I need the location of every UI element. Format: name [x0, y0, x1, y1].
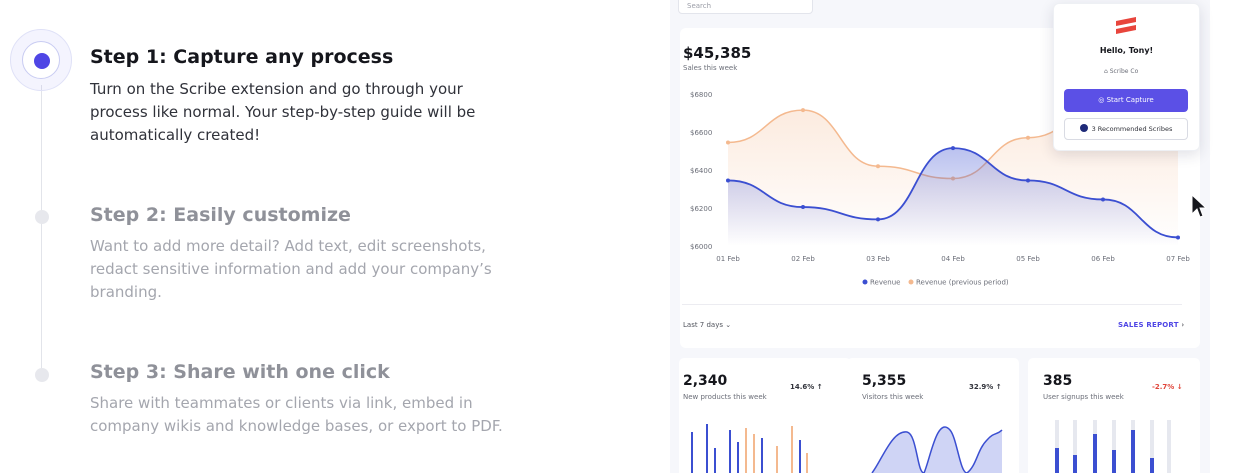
stat-change: 14.6% ↑ [790, 383, 823, 391]
stat-change: -2.7% ↓ [1152, 383, 1183, 391]
data-point [801, 108, 805, 113]
step-1-description: Turn on the Scribe extension and go thro… [90, 80, 476, 144]
x-tick-label: 04 Feb [941, 255, 965, 263]
legend-marker [862, 279, 868, 285]
x-tick-label: 06 Feb [1091, 255, 1115, 263]
x-tick-label: 02 Feb [791, 255, 815, 263]
x-tick-label: 05 Feb [1016, 255, 1040, 263]
legend-marker [908, 279, 914, 285]
step-3-title: Step 3: Share with one click [90, 361, 390, 383]
home-icon: ⌂ [1104, 68, 1108, 75]
sales-report-link[interactable]: SALES REPORT › [1118, 321, 1184, 329]
stat-label: Visitors this week [862, 393, 924, 401]
series-area [728, 148, 1178, 246]
capture-icon: ◎ [1098, 96, 1105, 104]
data-point [1026, 178, 1030, 183]
data-point [726, 140, 730, 145]
search-input[interactable]: Search [678, 0, 813, 14]
y-tick-label: $6600 [690, 129, 712, 137]
stat-change: 32.9% ↑ [969, 383, 1002, 391]
start-capture-button[interactable]: ◎ Start Capture [1064, 89, 1188, 112]
data-point [1026, 135, 1030, 140]
org-label: Scribe Co [1109, 68, 1139, 75]
step-2-indicator [35, 210, 49, 224]
play-icon [1079, 124, 1088, 132]
visitors-mini-area-chart [871, 426, 1003, 473]
recommended-label: 3 Recommended Scribes [1091, 125, 1173, 133]
sales-report-label: SALES REPORT [1118, 321, 1179, 329]
data-point [951, 146, 955, 151]
step-1-indicator [10, 29, 72, 91]
x-tick-label: 01 Feb [716, 255, 740, 263]
recommended-scribes-button[interactable]: 3 Recommended Scribes [1064, 118, 1188, 140]
steps-list: Step 1: Capture any process Turn on the … [10, 29, 503, 435]
greeting: Hello, Tony! [1099, 46, 1154, 55]
arrow-up-icon: ↑ [995, 383, 1002, 391]
legend-label: Revenue [870, 279, 901, 287]
range-dropdown[interactable]: Last 7 days ⌄ [683, 321, 731, 329]
data-point [876, 164, 880, 169]
y-tick-label: $6000 [690, 243, 712, 251]
mouse-cursor-icon [1191, 194, 1207, 218]
step-3-description: Share with teammates or clients via link… [90, 394, 503, 435]
stat-value: 5,355 [862, 373, 907, 389]
scribe-logo-icon [1116, 17, 1136, 34]
y-tick-label: $6400 [690, 167, 712, 175]
arrow-down-icon: ↓ [1176, 383, 1183, 391]
legend-label: Revenue (previous period) [916, 279, 1009, 287]
x-tick-label: 03 Feb [866, 255, 890, 263]
step-2-title: Step 2: Easily customize [90, 204, 351, 226]
range-label: Last 7 days [683, 321, 724, 329]
chevron-right-icon: › [1181, 321, 1185, 329]
stat-label: New products this week [683, 393, 767, 401]
stat-label: User signups this week [1043, 393, 1124, 401]
chevron-down-icon: ⌄ [725, 321, 732, 329]
capture-label: Start Capture [1106, 96, 1154, 104]
step-3-indicator [35, 368, 49, 382]
x-tick-label: 07 Feb [1166, 255, 1190, 263]
products-mini-bar-chart [691, 424, 808, 473]
data-point [1176, 235, 1180, 240]
y-tick-label: $6200 [690, 205, 712, 213]
stat-value: 385 [1043, 373, 1073, 389]
data-point [801, 205, 805, 210]
step-1-title: Step 1: Capture any process [90, 46, 394, 68]
sales-value: $45,385 [683, 44, 752, 62]
y-tick-label: $6800 [690, 91, 712, 99]
step-2-description: Want to add more detail? Add text, edit … [90, 237, 492, 301]
revenue-chart: $6800 $6600 $6400 $6200 $6000 01 Feb 02 Feb 03 … [690, 80, 1190, 287]
divider [682, 304, 1182, 305]
data-point [726, 178, 730, 183]
arrow-up-icon: ↑ [816, 383, 823, 391]
sales-label: Sales this week [683, 64, 738, 72]
signups-mini-bar-chart [1055, 420, 1171, 473]
org-name: ⌂ Scribe Co [1104, 68, 1138, 75]
steps-rail [41, 85, 42, 375]
data-point [876, 217, 880, 222]
data-point [1101, 197, 1105, 202]
stat-value: 2,340 [683, 373, 728, 389]
